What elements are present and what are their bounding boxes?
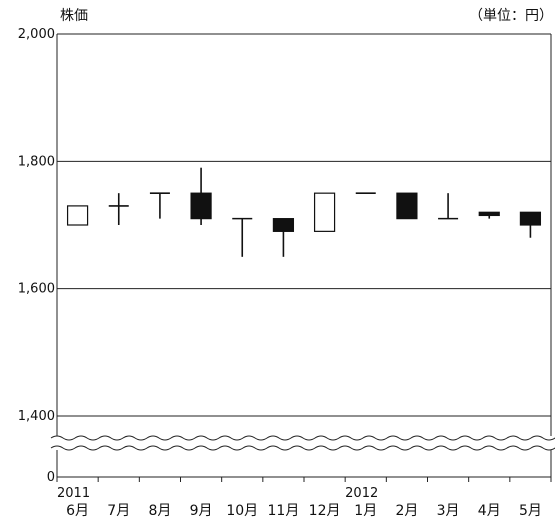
x-tick-label: 8月 — [148, 503, 171, 519]
candle — [232, 217, 253, 257]
axis-break — [50, 435, 555, 451]
year-label: 2012 — [345, 486, 378, 501]
axis-break-wave — [50, 445, 555, 451]
y-axis-title: 株価 — [60, 8, 88, 24]
y-tick-label: 1,400 — [18, 409, 55, 424]
candle-body — [478, 211, 500, 217]
candle — [478, 211, 500, 219]
y-tick-label: 2,000 — [18, 27, 55, 42]
year-label: 2011 — [57, 486, 90, 501]
candle-body — [519, 211, 542, 226]
x-tick-label: 9月 — [190, 503, 213, 519]
x-tick-label: 5月 — [519, 503, 542, 519]
candle — [313, 192, 336, 232]
candle — [108, 193, 129, 225]
candle — [272, 218, 295, 257]
x-tick-label: 4月 — [478, 503, 501, 519]
x-tick-label: 12月 — [309, 503, 341, 519]
candle-body — [272, 218, 295, 232]
candle-body — [190, 192, 212, 220]
unit-label: （単位：円） — [469, 8, 553, 24]
candle — [396, 192, 418, 220]
grid-lines — [57, 33, 551, 417]
candle — [190, 167, 212, 225]
candle-body — [313, 192, 336, 232]
candle — [519, 211, 542, 238]
candles — [66, 167, 542, 257]
x-tick-label: 3月 — [437, 503, 460, 519]
candle — [438, 193, 459, 220]
candle — [149, 192, 170, 219]
x-tick-label: 1月 — [354, 503, 377, 519]
axes — [56, 33, 552, 482]
x-tick-label: 2月 — [395, 503, 418, 519]
y-tick-labels: 2,000 1,800 1,600 1,400 0 — [18, 27, 55, 485]
x-tick-labels: 6月 7月 8月 9月 10月 11月 12月 1月 2月 3月 4月 5月 2011 2012 — [57, 486, 542, 519]
y-tick-label: 1,800 — [18, 154, 55, 169]
x-tick-label: 11月 — [268, 503, 300, 519]
candle-body — [66, 205, 89, 226]
x-tick-label: 10月 — [226, 503, 258, 519]
candle — [66, 205, 89, 226]
y-tick-label: 1,600 — [18, 282, 55, 297]
x-tick-label: 6月 — [66, 503, 89, 519]
x-tick-label: 7月 — [107, 503, 130, 519]
y-tick-label: 0 — [47, 470, 55, 485]
candle-body — [396, 192, 418, 220]
axis-break-wave — [50, 435, 555, 441]
